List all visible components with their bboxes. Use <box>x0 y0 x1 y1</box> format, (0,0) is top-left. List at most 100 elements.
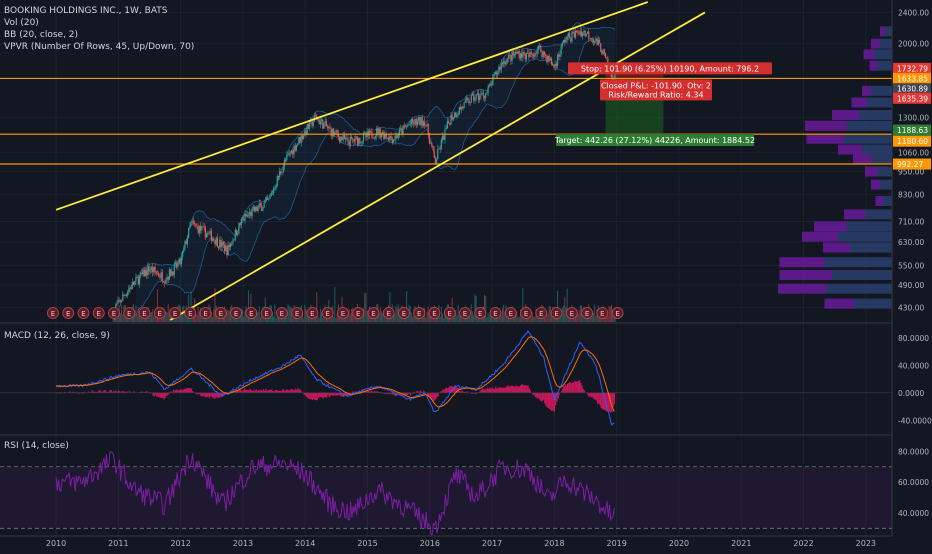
macd-histogram-bar <box>209 393 210 398</box>
candle-body <box>426 124 427 126</box>
candle-body <box>503 61 504 64</box>
macd-histogram-bar <box>614 393 615 405</box>
volume-bar <box>563 305 564 322</box>
macd-histogram-bar <box>269 390 270 393</box>
candle-body <box>243 219 244 221</box>
symbol-title[interactable]: BOOKING HOLDINGS INC., 1W, BATS <box>4 5 194 17</box>
macd-histogram-bar <box>244 389 245 393</box>
candle-body <box>304 131 305 136</box>
candle-body <box>261 205 262 211</box>
macd-histogram-bar <box>325 393 326 398</box>
candle-body <box>295 146 296 151</box>
macd-histogram-bar <box>446 388 447 393</box>
candle-body <box>539 46 540 47</box>
candle-body <box>577 31 578 34</box>
candle-body <box>586 34 587 36</box>
bb-legend[interactable]: BB (20, close, 2) <box>4 29 194 41</box>
macd-histogram-bar <box>592 393 593 398</box>
candle-body <box>388 138 389 141</box>
macd-histogram-bar <box>216 393 217 398</box>
volume-bar <box>181 315 182 322</box>
candle-body <box>121 301 122 302</box>
vpvr-down-bar <box>838 144 862 154</box>
candle-body <box>461 107 462 110</box>
macd-histogram-bar <box>590 393 591 396</box>
macd-histogram-bar <box>433 393 434 402</box>
macd-histogram-bar <box>483 389 484 393</box>
volume-bar <box>410 306 411 322</box>
candle-body <box>250 212 251 216</box>
macd-legend[interactable]: MACD (12, 26, close, 9) <box>4 330 110 342</box>
candle-body <box>344 135 345 139</box>
macd-histogram-bar <box>260 390 261 393</box>
volume-bar <box>486 317 487 322</box>
vpvr-down-bar <box>780 270 833 280</box>
earnings-marker-label: E <box>386 310 390 318</box>
macd-histogram-bar <box>297 388 298 392</box>
candle-body <box>148 266 149 271</box>
candle-body <box>587 32 588 34</box>
candle-body <box>565 40 566 42</box>
time-tick-label: 2011 <box>108 539 128 548</box>
volume-bar <box>456 315 457 322</box>
price-tick-label: 1060.00 <box>898 149 929 158</box>
vpvr-up-bar <box>847 121 892 131</box>
candle-body <box>211 231 212 241</box>
candle-body <box>447 121 448 128</box>
macd-histogram-bar <box>575 381 576 392</box>
time-tick-label: 2022 <box>793 539 813 548</box>
candle-body <box>422 117 423 126</box>
candle-body <box>546 56 547 62</box>
volume-bar <box>395 306 396 322</box>
earnings-marker-label: E <box>417 310 421 318</box>
candle-body <box>593 39 594 42</box>
macd-histogram-bar <box>602 393 603 410</box>
candle-body <box>162 272 163 281</box>
candle-body <box>455 113 456 117</box>
macd-histogram-bar <box>162 393 163 398</box>
vpvr-up-bar <box>871 154 892 164</box>
candle-body <box>462 107 463 108</box>
candle-body <box>283 167 284 173</box>
macd-histogram-bar <box>544 393 545 404</box>
macd-histogram-bar <box>574 381 575 393</box>
macd-histogram-bar <box>543 393 544 400</box>
vpvr-up-bar <box>874 49 892 59</box>
candle-body <box>145 270 146 276</box>
candle-body <box>589 38 590 39</box>
candle-body <box>458 114 459 115</box>
candle-body <box>202 227 203 228</box>
macd-histogram-bar <box>306 393 307 397</box>
volume-bar <box>247 318 248 322</box>
macd-histogram-bar <box>324 393 325 397</box>
macd-histogram-bar <box>175 390 176 393</box>
candle-body <box>349 142 350 145</box>
candle-body <box>126 295 127 296</box>
vpvr-down-bar <box>853 154 871 164</box>
macd-histogram-bar <box>507 385 508 392</box>
candle-body <box>563 40 564 43</box>
macd-histogram-bar <box>283 389 284 392</box>
volume-bar <box>121 305 122 322</box>
candle-body <box>489 85 490 88</box>
candle-body <box>146 270 147 275</box>
candle-body <box>222 242 223 247</box>
macd-histogram-bar <box>211 393 212 397</box>
macd-histogram-bar <box>577 382 578 393</box>
macd-histogram-bar <box>299 389 300 392</box>
rsi-legend[interactable]: RSI (14, close) <box>4 440 69 452</box>
candle-body <box>340 137 341 142</box>
macd-histogram-bar <box>589 393 590 397</box>
macd-histogram-bar <box>317 393 318 401</box>
earnings-marker-label: E <box>51 310 55 318</box>
volume-legend[interactable]: Vol (20) <box>4 17 194 29</box>
vpvr-legend[interactable]: VPVR (Number Of Rows, 45, Up/Down, 70) <box>4 41 194 53</box>
macd-histogram-bar <box>293 390 294 393</box>
macd-histogram-bar <box>176 389 177 393</box>
candle-body <box>139 276 140 284</box>
macd-histogram-bar <box>282 389 283 393</box>
price-tag-label: 1635.39 <box>897 94 928 103</box>
macd-histogram-bar <box>518 387 519 393</box>
candle-body <box>176 263 177 267</box>
